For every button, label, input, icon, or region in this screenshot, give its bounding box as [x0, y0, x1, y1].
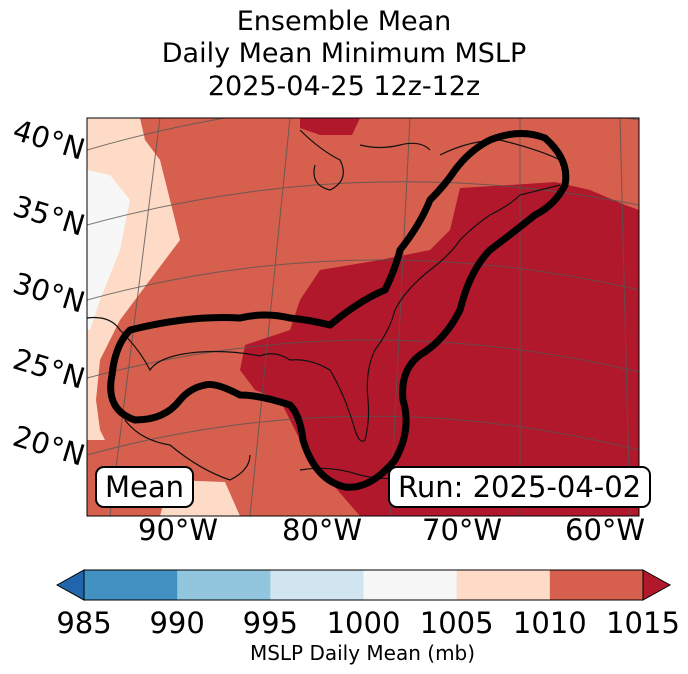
colorbar-segment — [270, 570, 364, 600]
title-line-1: Ensemble Mean — [236, 6, 452, 37]
run-date-box: Run: 2025-04-02 — [388, 466, 652, 508]
colorbar-segment — [84, 570, 178, 600]
lon-label-90: 90°W — [138, 513, 219, 547]
title-line-2: Daily Mean Minimum MSLP — [161, 38, 527, 69]
lon-label-70: 70°W — [422, 513, 503, 547]
colorbar-segment — [549, 570, 644, 600]
colorbar-segment — [456, 570, 551, 600]
colorbar-tick-label: 1000 — [326, 606, 401, 640]
colorbar-tick-label: 990 — [149, 606, 205, 640]
mslp-field-dark — [300, 118, 360, 135]
colorbar-tick-label: 1015 — [606, 606, 680, 640]
colorbar-segment — [177, 570, 271, 600]
colorbar-segment — [363, 570, 458, 600]
title-line-3: 2025-04-25 12z-12z — [207, 71, 481, 102]
mslp-field-dark-main — [240, 182, 639, 516]
lon-label-80: 80°W — [282, 513, 363, 547]
colorbar-extend-high — [643, 570, 670, 600]
colorbar-label: MSLP Daily Mean (mb) — [249, 641, 476, 665]
map-frame — [86, 117, 640, 517]
colorbar-tick-label: 995 — [242, 606, 299, 640]
mslp-field-pale — [87, 170, 130, 330]
feature-outline — [107, 130, 570, 491]
colorbar-extend-low — [57, 570, 84, 600]
colorbar-tick-label: 1010 — [512, 606, 587, 640]
mean-label-box: Mean — [95, 466, 195, 508]
colorbar-tick-label: 1005 — [419, 606, 494, 640]
lon-label-60: 60°W — [565, 513, 646, 547]
colorbar-tick-label: 985 — [56, 606, 112, 640]
